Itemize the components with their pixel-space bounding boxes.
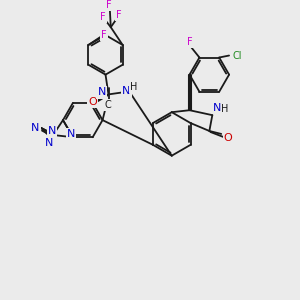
Text: F: F bbox=[100, 12, 106, 22]
Text: C: C bbox=[104, 100, 111, 110]
Text: N: N bbox=[31, 123, 40, 133]
Text: H: H bbox=[130, 82, 137, 92]
Text: Cl: Cl bbox=[232, 50, 242, 61]
Text: F: F bbox=[116, 10, 122, 20]
Text: N: N bbox=[122, 86, 130, 96]
Text: N: N bbox=[213, 103, 221, 113]
Text: N: N bbox=[45, 138, 53, 148]
Text: F: F bbox=[187, 37, 192, 47]
Text: O: O bbox=[88, 97, 97, 107]
Text: O: O bbox=[224, 133, 233, 143]
Text: F: F bbox=[101, 30, 107, 40]
Text: F: F bbox=[106, 0, 112, 11]
Text: N: N bbox=[67, 129, 75, 139]
Text: H: H bbox=[221, 104, 229, 114]
Text: N: N bbox=[48, 126, 56, 136]
Text: N: N bbox=[98, 87, 106, 98]
